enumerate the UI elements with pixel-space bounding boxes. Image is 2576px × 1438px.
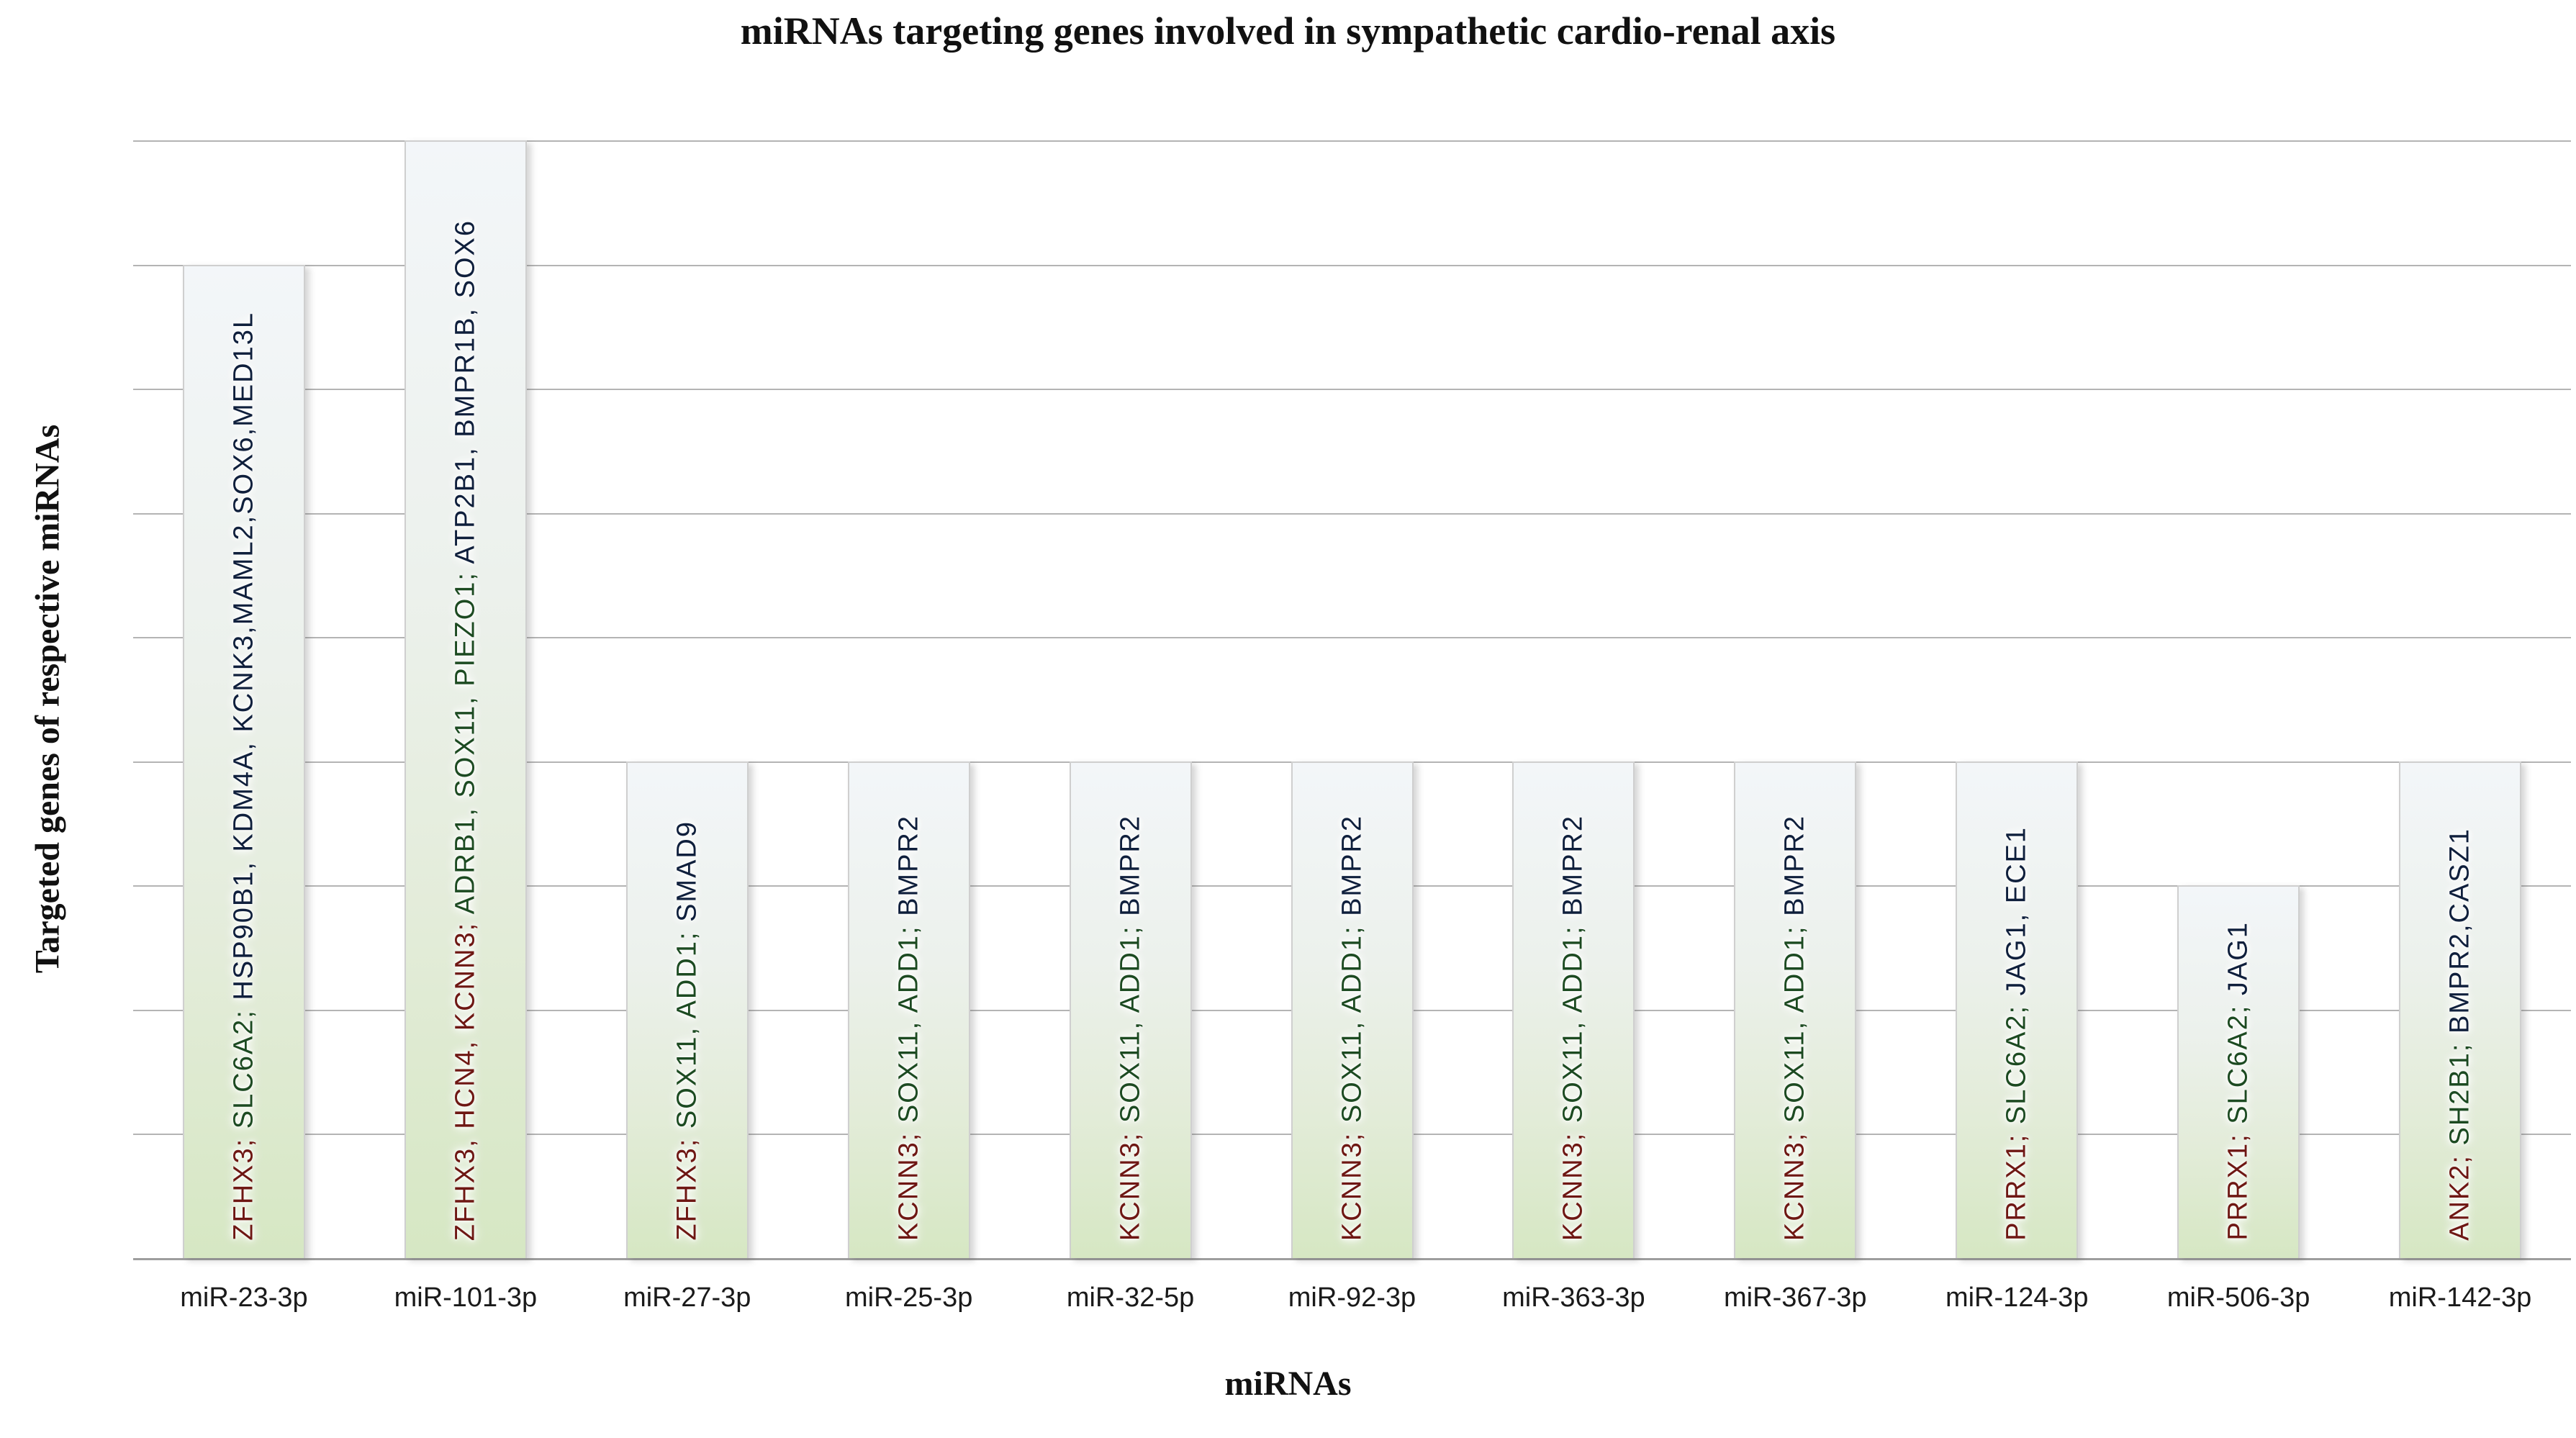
y-axis-title: Targeted genes of respective miRNAs	[28, 424, 67, 974]
bar-gene-label: ANK2; SH2B1; BMPR2,CASZ1	[2445, 828, 2476, 1241]
gene-group-red: KCNN3;	[1779, 1131, 1810, 1241]
gene-group-green: SLC6A2;	[2223, 1005, 2254, 1134]
bar-gene-label: KCNN3; SOX11, ADD1; BMPR2	[1780, 815, 1811, 1241]
gene-group-green: SH2B1;	[2444, 1042, 2475, 1155]
bar-miR-32-5p: KCNN3; SOX11, ADD1; BMPR2	[1069, 761, 1192, 1258]
gene-group-navy: ATP2B1, BMPR1B, SOX6	[450, 219, 481, 571]
x-tick-label: miR-32-5p	[1066, 1283, 1195, 1313]
gridline	[133, 140, 2571, 142]
bar-miR-506-3p: PRRX1; SLC6A2; JAG1	[2177, 885, 2300, 1258]
gene-group-red: ZFHX3, HCN4, KCNN3;	[450, 921, 481, 1241]
bar-miR-92-3p: KCNN3; SOX11, ADD1; BMPR2	[1291, 761, 1414, 1258]
x-tick-label: miR-506-3p	[2166, 1283, 2310, 1313]
bar-miR-367-3p: KCNN3; SOX11, ADD1; BMPR2	[1734, 761, 1857, 1258]
bar-gene-label: ZFHX3; SOX11, ADD1; SMAD9	[672, 820, 702, 1241]
bar-gene-label: KCNN3; SOX11, ADD1; BMPR2	[1337, 815, 1368, 1241]
x-tick-label: miR-124-3p	[1945, 1283, 2089, 1313]
gridline	[133, 389, 2571, 391]
gene-group-green: SLC6A2;	[228, 1009, 259, 1139]
gene-group-green: ADRB1, SOX11, PIEZO1;	[450, 571, 481, 922]
x-axis-tick-row: miR-23-3p miR-101-3p miR-27-3p miR-25-3p miR…	[133, 1283, 2571, 1326]
bar-miR-124-3p: PRRX1; SLC6A2; JAG1, ECE1	[1956, 761, 2079, 1258]
gene-group-navy: BMPR2	[1115, 814, 1146, 926]
gene-group-green: SLC6A2;	[2001, 1005, 2032, 1134]
gene-group-navy: JAG1, ECE1	[2001, 826, 2032, 1005]
gene-group-red: PRRX1;	[2223, 1133, 2254, 1241]
gene-group-navy: SMAD9	[672, 820, 702, 931]
gene-group-navy: BMPR2	[1558, 814, 1588, 926]
bar-gene-label: KCNN3; SOX11, ADD1; BMPR2	[893, 815, 924, 1241]
gene-group-red: KCNN3;	[893, 1131, 924, 1241]
bar-miR-363-3p: KCNN3; SOX11, ADD1; BMPR2	[1512, 761, 1635, 1258]
plot-area: ZFHX3; SLC6A2; HSP90B1, KDM4A, KCNK3,MAM…	[133, 140, 2571, 1260]
chart-title: miRNAs targeting genes involved in sympa…	[740, 9, 1836, 53]
bar-gene-label: ZFHX3; SLC6A2; HSP90B1, KDM4A, KCNK3,MAM…	[228, 312, 259, 1241]
gene-group-red: PRRX1;	[2001, 1133, 2032, 1241]
gene-group-green: SOX11, ADD1;	[1115, 925, 1146, 1132]
gene-group-red: ZFHX3;	[672, 1138, 702, 1241]
bar-gene-label: PRRX1; SLC6A2; JAG1	[2223, 921, 2254, 1241]
bar-miR-101-3p: ZFHX3, HCN4, KCNN3; ADRB1, SOX11, PIEZO1…	[404, 140, 527, 1258]
x-tick-label: miR-25-3p	[844, 1283, 973, 1313]
bar-miR-25-3p: KCNN3; SOX11, ADD1; BMPR2	[847, 761, 970, 1258]
gene-group-navy: HSP90B1, KDM4A, KCNK3,MAML2,SOX6,MED13L	[228, 312, 259, 1010]
gene-group-red: ANK2;	[2444, 1154, 2475, 1241]
bar-gene-label: PRRX1; SLC6A2; JAG1, ECE1	[2002, 826, 2033, 1241]
gene-group-green: SOX11, ADD1;	[672, 931, 702, 1139]
gene-group-navy: BMPR2,CASZ1	[2444, 828, 2475, 1043]
bar-gene-label: KCNN3; SOX11, ADD1; BMPR2	[1115, 815, 1146, 1241]
bar-gene-label: KCNN3; SOX11, ADD1; BMPR2	[1558, 815, 1589, 1241]
gene-group-green: SOX11, ADD1;	[1337, 925, 1367, 1132]
gene-group-navy: BMPR2	[1337, 814, 1367, 926]
x-tick-label: miR-367-3p	[1724, 1283, 1867, 1313]
gene-group-green: SOX11, ADD1;	[1779, 925, 1810, 1132]
bar-miR-27-3p: ZFHX3; SOX11, ADD1; SMAD9	[625, 761, 749, 1258]
gridline	[133, 637, 2571, 639]
bar-miR-142-3p: ANK2; SH2B1; BMPR2,CASZ1	[2399, 761, 2522, 1258]
gene-group-green: SOX11, ADD1;	[1558, 925, 1588, 1132]
gene-group-red: KCNN3;	[1115, 1131, 1146, 1241]
gene-group-green: SOX11, ADD1;	[893, 925, 924, 1132]
bar-gene-label: ZFHX3, HCN4, KCNN3; ADRB1, SOX11, PIEZO1…	[450, 220, 481, 1241]
gridline	[133, 264, 2571, 266]
gene-group-red: KCNN3;	[1337, 1131, 1367, 1241]
gene-group-red: ZFHX3;	[228, 1138, 259, 1241]
x-tick-label: miR-142-3p	[2388, 1283, 2532, 1313]
x-axis-title: miRNAs	[1224, 1365, 1352, 1403]
gene-group-navy: JAG1	[2223, 921, 2254, 1005]
gene-group-navy: BMPR2	[1779, 814, 1810, 926]
gene-group-navy: BMPR2	[893, 814, 924, 926]
gridline	[133, 512, 2571, 515]
gene-group-red: KCNN3;	[1558, 1131, 1588, 1241]
x-tick-label: miR-101-3p	[394, 1283, 538, 1313]
bar-miR-23-3p: ZFHX3; SLC6A2; HSP90B1, KDM4A, KCNK3,MAM…	[182, 264, 305, 1258]
x-tick-label: miR-363-3p	[1502, 1283, 1645, 1313]
x-tick-label: miR-92-3p	[1288, 1283, 1416, 1313]
x-tick-label: miR-23-3p	[180, 1283, 308, 1313]
x-tick-label: miR-27-3p	[623, 1283, 751, 1313]
